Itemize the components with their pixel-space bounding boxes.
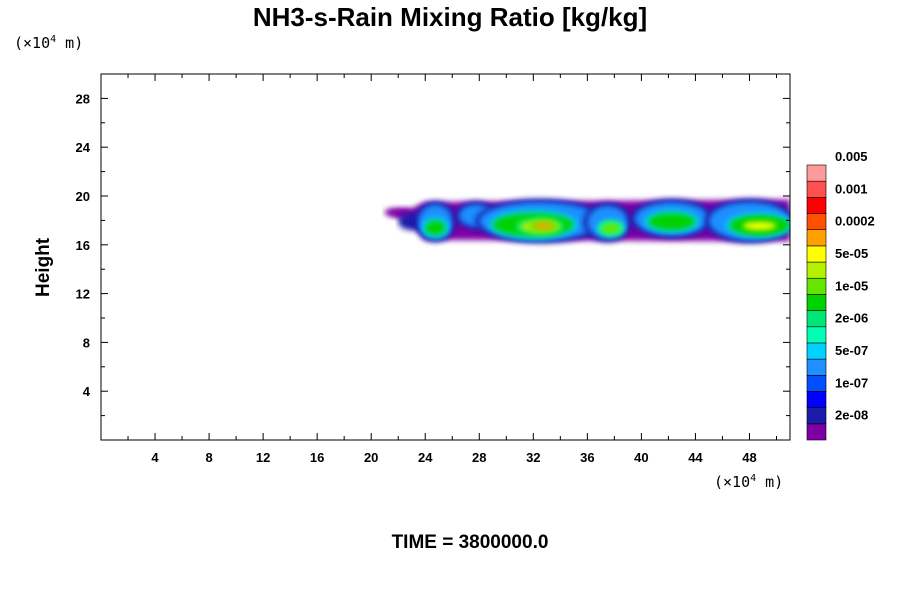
- colorbar-label: 5e-07: [835, 343, 868, 358]
- colorbar-swatch: [806, 180, 827, 198]
- field-cell: [533, 222, 554, 229]
- x-tick-label: 48: [742, 450, 756, 465]
- field-cell: [648, 213, 696, 231]
- x-tick-label: 16: [310, 450, 324, 465]
- colorbar-label: 0.001: [835, 181, 868, 196]
- chart-title: NH3-s-Rain Mixing Ratio [kg/kg]: [252, 2, 648, 32]
- time-footer: TIME = 3800000.0: [391, 532, 549, 553]
- colorbar-swatch: [806, 423, 827, 441]
- field-cell: [425, 220, 446, 236]
- colorbar-label: 2e-08: [835, 408, 868, 423]
- x-tick-label: 36: [580, 450, 594, 465]
- colorbar-label: 0.0002: [835, 214, 875, 229]
- x-tick-label: 28: [472, 450, 486, 465]
- y-tick-label: 4: [83, 384, 91, 399]
- colorbar-label: 1e-07: [835, 375, 868, 390]
- colorbar-swatch: [806, 229, 827, 247]
- colorbar: 2e-08 1e-07 5e-07 2e-06 1e-05 5e-05 0.0002 0.00…: [806, 149, 875, 441]
- y-axis: 4 8 12 16 20 24 28: [76, 73, 790, 417]
- mixing-ratio-field: [384, 199, 790, 243]
- colorbar-label: 2e-06: [835, 311, 868, 326]
- colorbar-swatch: [806, 197, 827, 214]
- x-tick-label: 20: [364, 450, 378, 465]
- colorbar-swatch: [806, 294, 827, 311]
- colorbar-swatch: [806, 213, 827, 231]
- colorbar-swatch: [806, 261, 827, 279]
- colorbar-swatch: [806, 277, 827, 295]
- colorbar-swatch: [806, 407, 827, 425]
- y-tick-label: 16: [76, 238, 90, 253]
- y-tick-label: 24: [76, 140, 91, 155]
- y-tick-label: 20: [76, 189, 90, 204]
- field-cell: [742, 221, 777, 231]
- y-tick-label: 8: [83, 335, 90, 350]
- colorbar-label: 1e-05: [835, 278, 868, 293]
- colorbar-label: 0.005: [835, 149, 868, 164]
- colorbar-swatch: [806, 245, 827, 263]
- x-tick-label: 4: [151, 450, 159, 465]
- x-axis: 4 8 12 16 20 24 28 32 36 40 44 48: [127, 74, 777, 465]
- x-tick-label: 40: [634, 450, 648, 465]
- x-tick-label: 32: [526, 450, 540, 465]
- colorbar-swatch: [806, 374, 827, 392]
- x-tick-label: 24: [418, 450, 433, 465]
- x-tick-label: 12: [256, 450, 270, 465]
- colorbar-swatch: [806, 391, 827, 408]
- x-tick-label: 44: [688, 450, 703, 465]
- colorbar-label: 5e-05: [835, 246, 868, 261]
- colorbar-swatch: [806, 310, 827, 328]
- y-axis-unit: (×104 m): [14, 34, 84, 52]
- x-axis-unit: (×104 m): [714, 473, 784, 491]
- colorbar-swatch: [806, 342, 827, 360]
- colorbar-swatch: [806, 358, 827, 376]
- plot-frame: [100, 73, 791, 441]
- colorbar-swatch: [806, 164, 827, 182]
- x-tick-label: 8: [205, 450, 212, 465]
- y-tick-label: 28: [76, 91, 90, 106]
- field-cell: [600, 222, 622, 234]
- y-tick-label: 12: [76, 287, 90, 302]
- colorbar-swatch: [806, 326, 827, 344]
